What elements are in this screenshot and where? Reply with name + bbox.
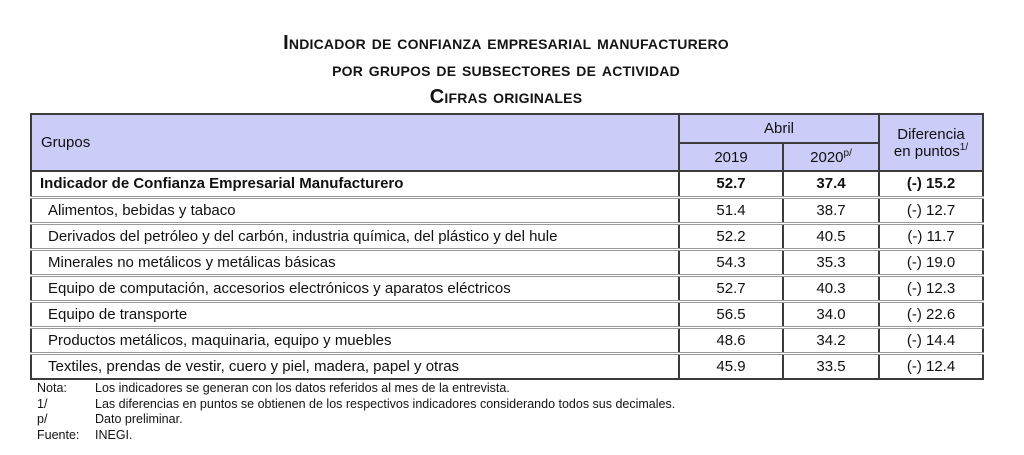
row-label: Derivados del petróleo y del carbón, ind…	[31, 223, 680, 251]
value-2020: 40.5	[783, 223, 881, 251]
year-2020-label: 2020	[810, 148, 844, 166]
page-title: Indicador de confianza empresarial manuf…	[30, 30, 982, 111]
value-2019: 51.4	[679, 197, 784, 225]
row-label: Indicador de Confianza Empresarial Manuf…	[31, 171, 680, 199]
value-2020: 34.2	[783, 327, 881, 355]
table-row: Alimentos, bebidas y tabaco 51.4 38.7 (-…	[31, 197, 984, 225]
title-line-2: por grupos de subsectores de actividad	[332, 59, 680, 81]
footnote-text: Dato preliminar.	[95, 412, 183, 426]
row-label: Minerales no metálicos y metálicas básic…	[31, 249, 680, 277]
table-header: Grupos Abril Diferencia en puntos1/ 2019…	[30, 113, 985, 172]
table-row: Equipo de computación, accesorios electr…	[31, 275, 984, 303]
value-diff: (-) 14.4	[879, 327, 984, 355]
table-row: Derivados del petróleo y del carbón, ind…	[31, 223, 984, 251]
footnote-label: 1/	[37, 396, 48, 411]
footnote-text: Los indicadores se generan con los datos…	[95, 381, 510, 395]
value-2020: 38.7	[783, 197, 881, 225]
title-line-1: Indicador de confianza empresarial manuf…	[283, 32, 729, 54]
value-2019: 48.6	[679, 327, 784, 355]
value-diff: (-) 15.2	[879, 171, 984, 199]
value-2019: 45.9	[679, 353, 784, 379]
value-diff: (-) 11.7	[879, 223, 984, 251]
table-row: Equipo de transporte 56.5 34.0 (-) 22.6	[31, 301, 984, 329]
value-2019: 52.7	[679, 275, 784, 303]
value-2020: 35.3	[783, 249, 881, 277]
footnote-text: Las diferencias en puntos se obtienen de…	[95, 396, 676, 411]
column-header-abril: Abril	[677, 113, 881, 144]
column-header-diferencia: Diferencia en puntos1/	[878, 113, 985, 172]
column-header-2020: 2020p/	[781, 142, 881, 172]
column-header-grupos: Grupos	[30, 113, 680, 172]
value-2019: 52.7	[679, 171, 784, 199]
value-2020: 37.4	[783, 171, 881, 199]
column-header-2019: 2019	[678, 142, 784, 172]
title-line-3: Cifras originales	[429, 86, 583, 108]
row-label: Productos metálicos, maquinaria, equipo …	[31, 327, 680, 355]
footnote-label: Fuente:	[37, 427, 80, 442]
value-diff: (-) 12.7	[879, 197, 984, 225]
footnote-p: p/ Dato preliminar.	[37, 412, 987, 428]
table-row: Indicador de Confianza Empresarial Manuf…	[31, 171, 984, 199]
table-row: Textiles, prendas de vestir, cuero y pie…	[31, 353, 984, 379]
row-label: Equipo de computación, accesorios electr…	[31, 275, 680, 303]
value-diff: (-) 12.3	[879, 275, 984, 303]
value-diff: (-) 22.6	[879, 301, 984, 329]
table-row: Productos metálicos, maquinaria, equipo …	[31, 327, 984, 355]
value-2019: 52.2	[679, 223, 784, 251]
value-2019: 56.5	[679, 301, 784, 329]
diff-header-line2: en puntos	[893, 142, 960, 160]
value-diff: (-) 19.0	[879, 249, 984, 277]
footnote-nota: Nota: Los indicadores se generan con los…	[37, 381, 987, 397]
footnote-marker-1: 1/	[959, 141, 969, 153]
row-label: Equipo de transporte	[31, 301, 680, 329]
value-diff: (-) 12.4	[879, 353, 984, 379]
diff-header-line1: Diferencia	[897, 125, 965, 143]
row-label: Textiles, prendas de vestir, cuero y pie…	[31, 353, 680, 379]
confidence-indicator-table: Grupos Abril Diferencia en puntos1/ 2019…	[30, 113, 985, 380]
footnote-label: Nota:	[37, 381, 67, 395]
footnote-text: INEGI.	[95, 427, 133, 442]
footnotes: Nota: Los indicadores se generan con los…	[37, 381, 987, 443]
value-2019: 54.3	[679, 249, 784, 277]
value-2020: 34.0	[783, 301, 881, 329]
row-label: Alimentos, bebidas y tabaco	[31, 197, 680, 225]
footnote-label: p/	[37, 412, 48, 426]
footnote-fuente: Fuente: INEGI.	[37, 428, 987, 444]
footnote-marker-p: p/	[843, 147, 852, 159]
value-2020: 40.3	[783, 275, 881, 303]
table-row: Minerales no metálicos y metálicas básic…	[31, 249, 984, 277]
value-2020: 33.5	[783, 353, 881, 379]
footnote-1: 1/ Las diferencias en puntos se obtienen…	[37, 397, 987, 413]
